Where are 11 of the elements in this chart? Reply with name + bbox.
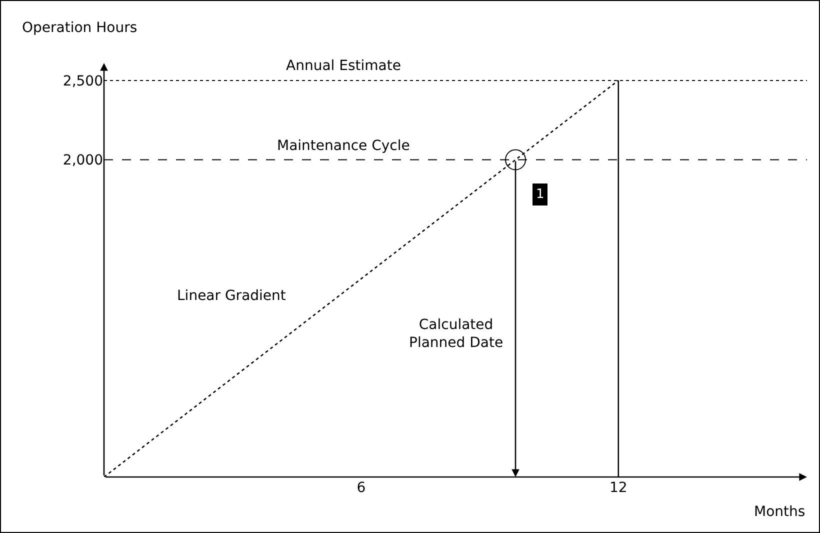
y-axis-title: Operation Hours (22, 20, 138, 36)
x-tick-label: 6 (356, 480, 366, 496)
y-tick-label: 2,000 (62, 152, 103, 169)
y-tick-label: 2,500 (62, 73, 103, 90)
series-label: Linear Gradient (177, 288, 286, 304)
x-axis-title: Months (754, 504, 806, 520)
ref-line-label: Maintenance Cycle (277, 138, 410, 154)
x-tick-label: 12 (609, 480, 628, 496)
ref-line-label: Annual Estimate (286, 58, 401, 74)
annotation: 1 (536, 187, 544, 202)
annotation: Calculated Planned Date (409, 317, 504, 352)
